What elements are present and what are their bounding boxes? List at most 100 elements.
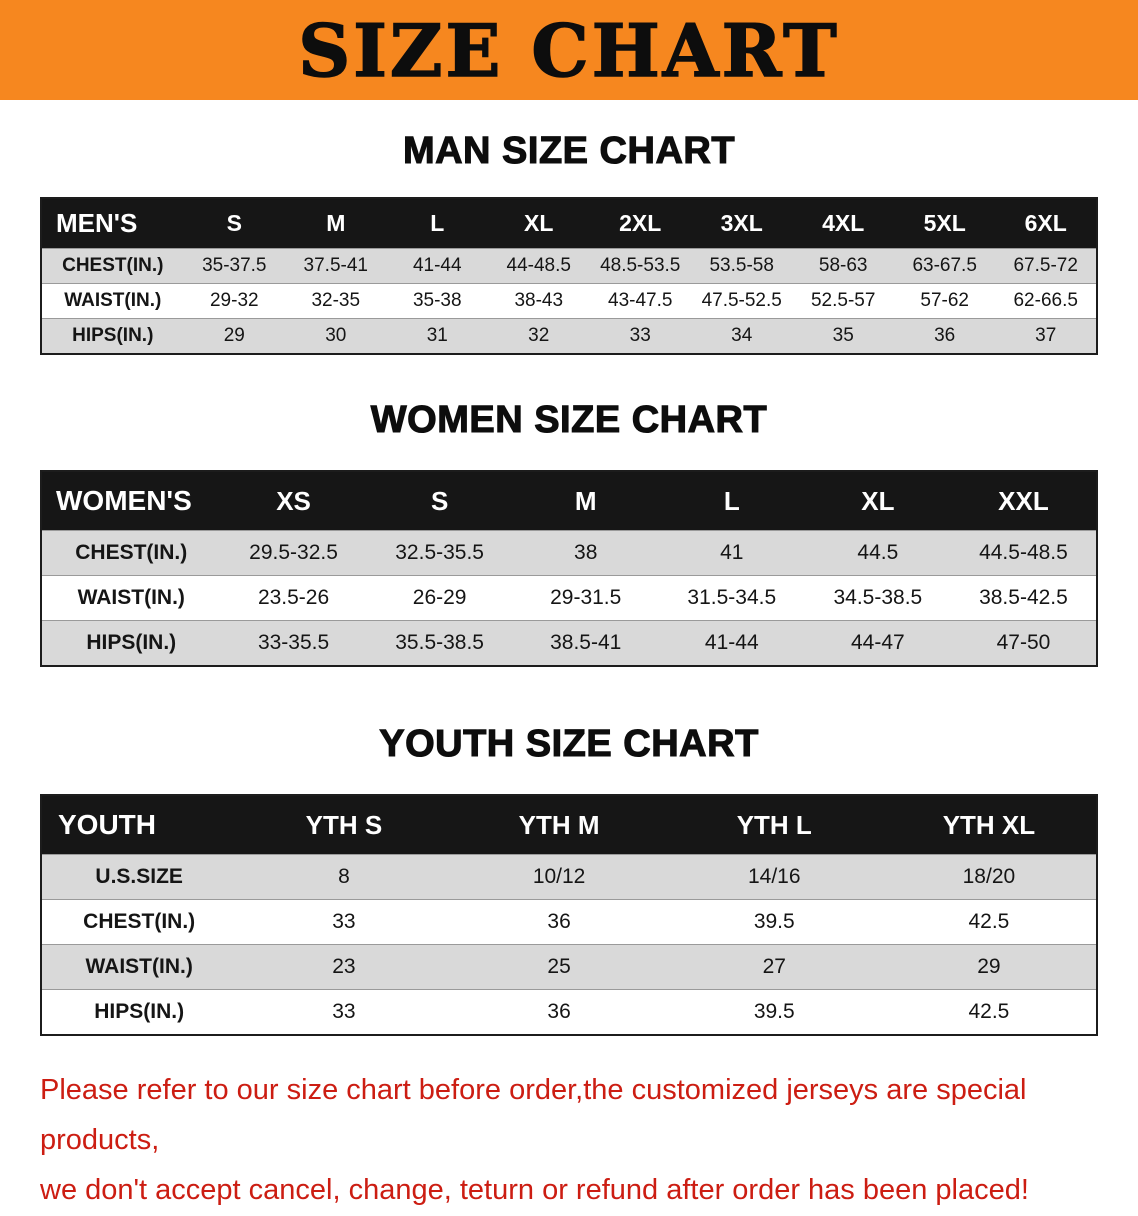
size-value-cell: 41-44: [704, 631, 759, 654]
measurement-row: HIPS(IN.) 33-35.5 35.5-38.5 38.5-41 41-44 44-…: [41, 620, 1097, 666]
size-column-header: 3XL: [690, 198, 793, 249]
size-value-cell: 44-48.5: [506, 255, 571, 276]
size-column-header: 2XL: [589, 198, 691, 249]
size-column-header: YTH XL: [881, 795, 1097, 855]
women-section-heading: WOMEN SIZE CHART: [370, 398, 768, 441]
measurement-label: HIPS(IN.): [72, 325, 154, 346]
size-value-cell: 25: [547, 955, 571, 978]
size-column-header: S: [183, 198, 286, 249]
size-value-cell: 36: [934, 325, 956, 346]
size-value-cell: 38-43: [514, 290, 564, 311]
size-column-header: XL: [488, 198, 590, 249]
measurement-row: HIPS(IN.) 33 36 39.5 42.5: [41, 989, 1097, 1035]
disclaimer: Please refer to our size chart before or…: [40, 1066, 1098, 1216]
disclaimer-line-1: Please refer to our size chart before or…: [40, 1074, 1027, 1156]
size-value-cell: 27: [762, 955, 786, 978]
size-column-header: XXL: [950, 471, 1097, 531]
men-size-table: MEN'S S M L XL 2XL 3XL 4XL 5XL 6XL CHEST(IN.) 35-37…: [40, 197, 1098, 355]
table-body: CHEST(IN.) 29.5-32.5 32.5-35.5 38 41 44.5 44.5…: [41, 530, 1097, 666]
table-header-row: YOUTH YTH S YTH M YTH L YTH XL: [41, 795, 1097, 855]
size-column-header: YTH L: [666, 795, 882, 855]
measurement-label: WAIST(IN.): [85, 955, 193, 978]
size-column-header: YTH S: [236, 795, 452, 855]
table-head: WOMEN'S XS S M L XL XXL: [41, 471, 1097, 531]
size-value-cell: 44.5-48.5: [979, 541, 1068, 564]
size-value-cell: 36: [547, 1000, 571, 1023]
size-column-header: XS: [220, 471, 367, 531]
size-value-cell: 67.5-72: [1013, 255, 1078, 276]
women-size-table: WOMEN'S XS S M L XL XXL CHEST(IN.) 29.5-32.5 32.5…: [40, 470, 1098, 667]
size-value-cell: 41: [720, 541, 744, 564]
measurement-row: CHEST(IN.) 35-37.5 37.5-41 41-44 44-48.5 48.5…: [41, 248, 1097, 284]
size-value-cell: 38.5-42.5: [979, 586, 1068, 609]
size-value-cell: 39.5: [753, 1000, 795, 1023]
size-value-cell: 33: [332, 910, 356, 933]
size-value-cell: 43-47.5: [608, 290, 673, 311]
size-column-header: S: [366, 471, 513, 531]
measurement-label: CHEST(IN.): [62, 255, 164, 276]
measurement-label: WAIST(IN.): [77, 586, 185, 609]
table-head: YOUTH YTH S YTH M YTH L YTH XL: [41, 795, 1097, 855]
measurement-row: WAIST(IN.) 23 25 27 29: [41, 944, 1097, 990]
size-value-cell: 37.5-41: [303, 255, 368, 276]
youth-section-heading: YOUTH SIZE CHART: [379, 722, 759, 765]
measurement-row: HIPS(IN.) 29 30 31 32 33 34 35 36 37: [41, 318, 1097, 354]
size-value-cell: 32.5-35.5: [395, 541, 484, 564]
table-corner-label: WOMEN'S: [41, 471, 221, 531]
measurement-label: CHEST(IN.): [75, 541, 188, 564]
page-title: SIZE CHART: [297, 7, 840, 94]
size-value-cell: 57-62: [920, 290, 969, 311]
size-value-cell: 58-63: [818, 255, 868, 276]
size-value-cell: 26-29: [412, 586, 467, 609]
size-value-cell: 8: [338, 865, 350, 888]
measurement-row: WAIST(IN.) 29-32 32-35 35-38 38-43 43-47.5 47.…: [41, 283, 1097, 319]
size-value-cell: 34.5-38.5: [833, 586, 923, 609]
size-value-cell: 33: [629, 325, 651, 346]
size-value-cell: 32-35: [311, 290, 361, 311]
size-column-header: 5XL: [893, 198, 996, 249]
measurement-label: U.S.SIZE: [95, 865, 183, 888]
size-value-cell: 47.5-52.5: [701, 290, 782, 311]
size-value-cell: 33-35.5: [257, 631, 330, 654]
table-header-row: MEN'S S M L XL 2XL 3XL 4XL 5XL 6XL: [41, 198, 1097, 249]
size-value-cell: 35-37.5: [202, 255, 267, 276]
size-value-cell: 35.5-38.5: [395, 631, 484, 654]
size-value-cell: 34: [731, 325, 753, 346]
measurement-label: HIPS(IN.): [94, 1000, 185, 1023]
size-column-header: 6XL: [995, 198, 1097, 249]
youth-section: YOUTH SIZE CHART YOUTH YTH S YTH M YTH L YTH…: [0, 722, 1138, 1036]
size-value-cell: 44.5: [857, 541, 899, 564]
size-column-header: M: [285, 198, 387, 249]
size-value-cell: 23.5-26: [257, 586, 330, 609]
size-value-cell: 32: [528, 325, 550, 346]
youth-size-table: YOUTH YTH S YTH M YTH L YTH XL U.S.SIZE 8 10/12…: [40, 794, 1098, 1036]
size-value-cell: 18/20: [962, 865, 1016, 888]
measurement-row: U.S.SIZE 8 10/12 14/16 18/20: [41, 854, 1097, 900]
size-value-cell: 47-50: [996, 631, 1051, 654]
measurement-label: CHEST(IN.): [83, 910, 196, 933]
table-body: U.S.SIZE 8 10/12 14/16 18/20 CHEST(IN.) 33 36 39…: [41, 854, 1097, 1035]
size-value-cell: 48.5-53.5: [600, 255, 681, 276]
men-section-heading: MAN SIZE CHART: [402, 129, 736, 172]
size-value-cell: 30: [325, 325, 347, 346]
size-value-cell: 35: [832, 325, 854, 346]
measurement-label: HIPS(IN.): [86, 631, 177, 654]
size-value-cell: 29: [977, 955, 1001, 978]
size-value-cell: 23: [332, 955, 356, 978]
size-value-cell: 42.5: [968, 910, 1010, 933]
size-value-cell: 31.5-34.5: [687, 586, 777, 609]
disclaimer-line-2: we don't accept cancel, change, teturn o…: [40, 1173, 1029, 1206]
size-value-cell: 31: [426, 325, 448, 346]
size-value-cell: 29: [223, 325, 245, 346]
size-column-header: 4XL: [792, 198, 894, 249]
size-value-cell: 36: [547, 910, 571, 933]
measurement-row: CHEST(IN.) 29.5-32.5 32.5-35.5 38 41 44.5 44.5…: [41, 530, 1097, 576]
size-value-cell: 62-66.5: [1013, 290, 1078, 311]
table-corner-label: YOUTH: [41, 795, 237, 855]
women-section: WOMEN SIZE CHART WOMEN'S XS S M L XL XXL CHEST(…: [0, 398, 1138, 667]
size-value-cell: 37: [1035, 325, 1057, 346]
size-value-cell: 63-67.5: [912, 255, 977, 276]
size-value-cell: 29-31.5: [550, 586, 622, 609]
size-column-header: M: [512, 471, 659, 531]
